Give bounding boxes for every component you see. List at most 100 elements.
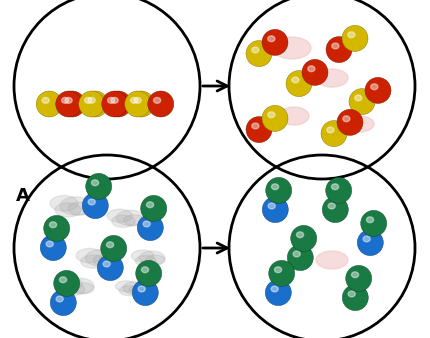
Ellipse shape [119, 286, 139, 296]
Circle shape [102, 91, 128, 117]
Ellipse shape [116, 210, 145, 226]
Ellipse shape [327, 127, 334, 133]
Ellipse shape [116, 281, 136, 292]
Circle shape [82, 91, 108, 117]
Ellipse shape [68, 202, 92, 215]
Ellipse shape [343, 116, 350, 122]
Ellipse shape [271, 286, 278, 292]
Ellipse shape [88, 97, 95, 103]
Circle shape [337, 110, 363, 136]
Ellipse shape [123, 215, 145, 226]
Ellipse shape [62, 283, 85, 295]
Ellipse shape [123, 282, 147, 294]
Ellipse shape [316, 69, 348, 87]
Circle shape [101, 235, 127, 261]
Ellipse shape [366, 217, 374, 223]
Ellipse shape [139, 251, 165, 265]
Circle shape [141, 195, 167, 221]
Circle shape [246, 41, 272, 67]
Ellipse shape [296, 232, 304, 238]
Ellipse shape [268, 112, 275, 118]
Ellipse shape [60, 197, 92, 215]
Circle shape [262, 197, 288, 223]
Ellipse shape [67, 278, 94, 294]
Ellipse shape [332, 43, 339, 49]
Ellipse shape [88, 199, 95, 205]
Circle shape [40, 235, 66, 261]
Ellipse shape [273, 37, 311, 59]
Circle shape [291, 225, 316, 251]
Ellipse shape [50, 196, 78, 211]
Circle shape [105, 91, 131, 117]
Ellipse shape [371, 84, 378, 90]
Ellipse shape [147, 202, 154, 208]
Circle shape [346, 265, 372, 291]
Ellipse shape [134, 97, 141, 103]
Ellipse shape [271, 184, 279, 190]
Ellipse shape [293, 251, 300, 257]
Circle shape [136, 260, 162, 286]
Ellipse shape [328, 203, 335, 209]
Circle shape [36, 91, 62, 117]
Circle shape [54, 270, 80, 296]
Circle shape [266, 177, 292, 203]
Circle shape [44, 215, 70, 241]
Circle shape [287, 245, 313, 271]
Ellipse shape [132, 250, 154, 262]
Ellipse shape [141, 267, 149, 273]
Circle shape [262, 29, 288, 55]
Circle shape [326, 37, 352, 63]
Circle shape [246, 117, 272, 143]
Ellipse shape [252, 47, 259, 53]
Ellipse shape [348, 32, 355, 38]
Ellipse shape [74, 283, 94, 294]
Circle shape [321, 121, 347, 147]
Ellipse shape [61, 97, 69, 103]
Circle shape [128, 91, 154, 117]
Ellipse shape [131, 97, 138, 103]
Ellipse shape [93, 255, 116, 266]
Ellipse shape [65, 97, 72, 103]
Circle shape [132, 280, 158, 306]
Ellipse shape [76, 248, 103, 263]
Ellipse shape [348, 291, 355, 297]
Ellipse shape [363, 236, 370, 242]
Ellipse shape [346, 116, 374, 132]
Circle shape [361, 210, 387, 236]
Ellipse shape [279, 107, 309, 125]
Ellipse shape [42, 97, 49, 103]
Circle shape [342, 285, 369, 311]
Ellipse shape [46, 241, 53, 247]
Circle shape [349, 89, 375, 115]
Ellipse shape [355, 95, 362, 101]
Ellipse shape [55, 203, 81, 217]
Text: A: A [16, 187, 30, 205]
Ellipse shape [129, 285, 147, 294]
Circle shape [302, 59, 328, 86]
Circle shape [265, 280, 291, 306]
Circle shape [82, 193, 108, 219]
Ellipse shape [103, 261, 110, 267]
Circle shape [59, 91, 85, 117]
Ellipse shape [252, 123, 259, 129]
Ellipse shape [135, 256, 156, 266]
Circle shape [79, 91, 105, 117]
Ellipse shape [58, 277, 82, 290]
Ellipse shape [138, 286, 145, 292]
Ellipse shape [59, 277, 67, 283]
Circle shape [286, 71, 312, 97]
Ellipse shape [107, 242, 114, 248]
Circle shape [86, 173, 112, 199]
Circle shape [342, 25, 368, 51]
Ellipse shape [146, 255, 165, 265]
Circle shape [357, 230, 383, 256]
Ellipse shape [56, 296, 63, 302]
Circle shape [50, 290, 76, 316]
Circle shape [322, 197, 348, 223]
Circle shape [262, 105, 288, 131]
Ellipse shape [268, 203, 275, 209]
Ellipse shape [49, 222, 57, 228]
Ellipse shape [143, 221, 150, 227]
Ellipse shape [332, 184, 339, 190]
Ellipse shape [111, 97, 118, 103]
